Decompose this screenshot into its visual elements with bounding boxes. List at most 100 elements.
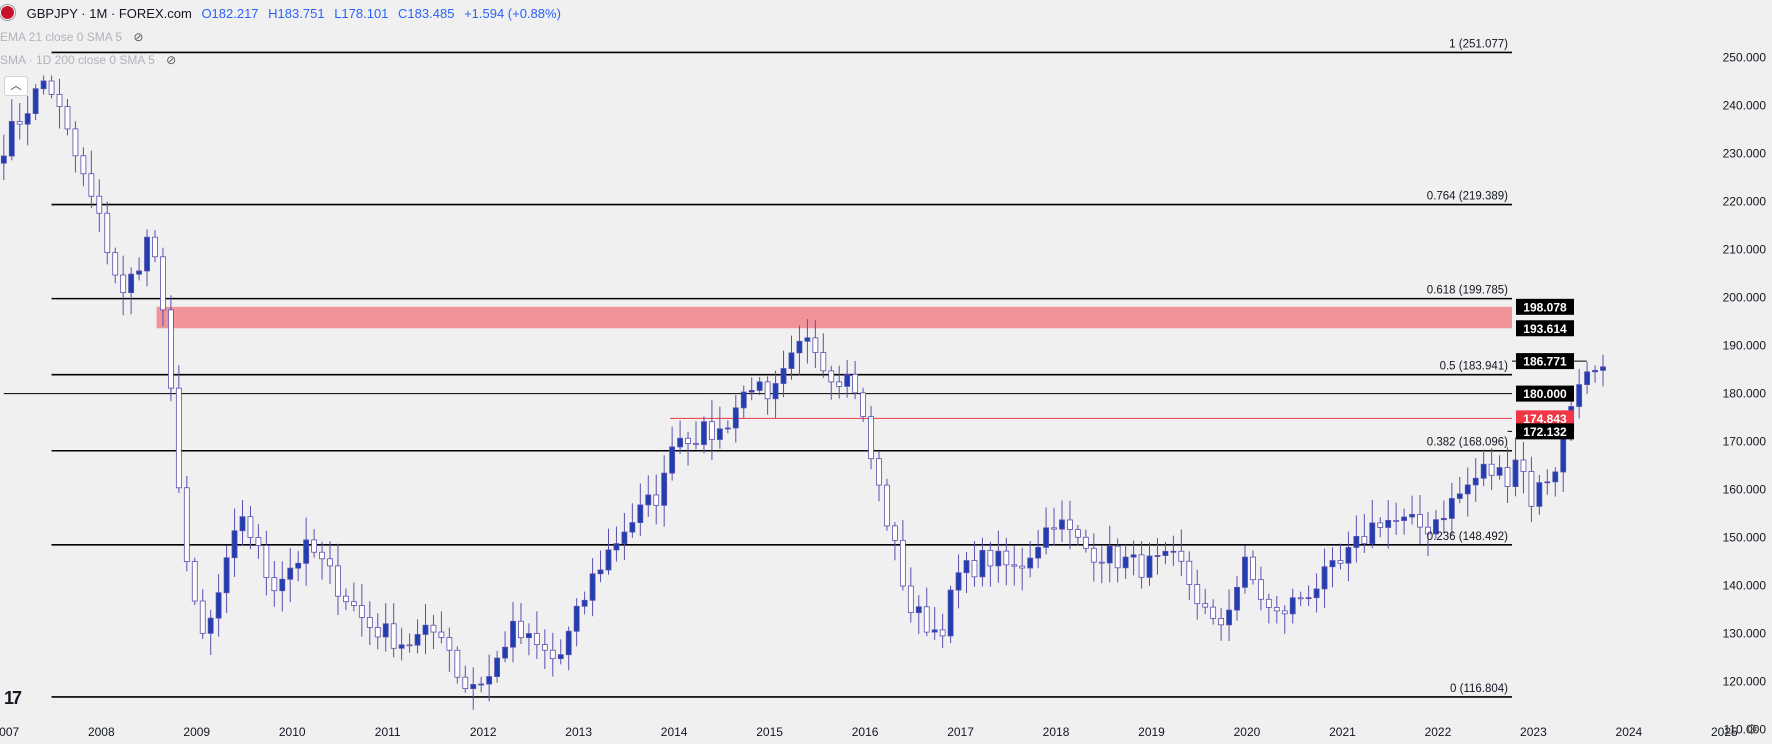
candle[interactable] (557, 654, 564, 660)
candle[interactable] (1425, 526, 1431, 535)
candle[interactable] (1536, 482, 1543, 507)
candle[interactable] (1273, 607, 1280, 612)
candle[interactable] (430, 624, 437, 633)
candle[interactable] (907, 585, 914, 614)
candle[interactable] (923, 606, 930, 633)
candle[interactable] (1122, 556, 1129, 569)
candle[interactable] (239, 516, 246, 532)
candle[interactable] (1082, 536, 1089, 549)
candle[interactable] (152, 236, 158, 258)
candle[interactable] (1090, 547, 1097, 563)
candle[interactable] (390, 623, 397, 649)
candle[interactable] (454, 649, 461, 678)
candle[interactable] (844, 373, 851, 387)
candle[interactable] (1019, 565, 1026, 569)
candle[interactable] (1210, 606, 1217, 619)
candle[interactable] (136, 270, 142, 275)
candle[interactable] (589, 573, 596, 601)
candle[interactable] (780, 368, 787, 384)
candle[interactable] (263, 545, 270, 579)
candle[interactable] (247, 516, 254, 538)
candle[interactable] (995, 550, 1002, 567)
candle[interactable] (366, 616, 373, 628)
candle[interactable] (1448, 498, 1455, 519)
candle[interactable] (565, 630, 572, 656)
candle[interactable] (1496, 467, 1503, 476)
candle[interactable] (892, 525, 898, 541)
candle[interactable] (1504, 467, 1511, 487)
candle[interactable] (1440, 518, 1447, 521)
candle[interactable] (868, 416, 874, 460)
candle[interactable] (414, 634, 421, 646)
candle[interactable] (1329, 560, 1336, 568)
candle[interactable] (629, 522, 636, 533)
candle[interactable] (1321, 566, 1328, 590)
candle[interactable] (955, 572, 962, 591)
candle[interactable] (327, 558, 333, 567)
candle[interactable] (573, 605, 580, 632)
candle[interactable] (231, 530, 238, 559)
candle[interactable] (1401, 516, 1408, 521)
symbol-legend[interactable]: GBPJPY · 1M · FOREX.com O182.217 H183.75… (0, 5, 561, 21)
candle[interactable] (939, 629, 946, 637)
candle[interactable] (199, 600, 206, 634)
candle[interactable] (48, 80, 55, 95)
candle[interactable] (72, 128, 79, 157)
candle[interactable] (287, 567, 294, 580)
candle[interactable] (160, 256, 166, 311)
candle[interactable] (947, 589, 954, 637)
candle[interactable] (796, 340, 803, 354)
candle[interactable] (637, 504, 644, 524)
candle[interactable] (724, 427, 731, 430)
candle[interactable] (605, 549, 612, 571)
candle[interactable] (1027, 557, 1034, 569)
candle[interactable] (693, 443, 699, 445)
candle[interactable] (88, 173, 95, 197)
candle[interactable] (987, 549, 994, 567)
candle[interactable] (1512, 459, 1519, 487)
candle[interactable] (653, 494, 660, 506)
candle[interactable] (1178, 550, 1185, 562)
candle[interactable] (343, 595, 349, 603)
candle[interactable] (828, 370, 835, 383)
candle[interactable] (836, 381, 843, 387)
candle[interactable] (183, 487, 190, 563)
candle[interactable] (931, 629, 938, 633)
candle[interactable] (1305, 597, 1312, 600)
candle[interactable] (1043, 527, 1049, 548)
candle[interactable] (899, 540, 906, 587)
candle[interactable] (748, 390, 755, 393)
candle[interactable] (446, 637, 453, 651)
candle[interactable] (1146, 555, 1153, 578)
candle[interactable] (80, 155, 87, 175)
candle[interactable] (1250, 556, 1256, 581)
candle[interactable] (1353, 535, 1360, 548)
candle[interactable] (1186, 560, 1193, 585)
candle[interactable] (621, 531, 628, 544)
candle[interactable] (502, 646, 508, 659)
candle[interactable] (1106, 545, 1113, 564)
candle[interactable] (96, 195, 103, 214)
candle[interactable] (494, 657, 501, 677)
candle[interactable] (271, 577, 278, 592)
candle[interactable] (1488, 463, 1495, 476)
candle[interactable] (1265, 598, 1272, 608)
candle[interactable] (175, 387, 182, 489)
candle[interactable] (876, 458, 882, 486)
candle[interactable] (915, 606, 922, 614)
candle[interactable] (279, 578, 286, 592)
candle[interactable] (772, 383, 779, 400)
candle[interactable] (406, 644, 413, 647)
candle[interactable] (120, 274, 127, 294)
candle[interactable] (1075, 529, 1081, 538)
candle[interactable] (541, 644, 548, 651)
candle[interactable] (1130, 554, 1137, 558)
candle[interactable] (8, 121, 15, 157)
candle[interactable] (510, 620, 516, 648)
candle[interactable] (167, 309, 174, 389)
candle[interactable] (526, 633, 532, 639)
candle[interactable] (191, 561, 198, 602)
candle[interactable] (1480, 463, 1487, 479)
candle[interactable] (16, 121, 23, 125)
